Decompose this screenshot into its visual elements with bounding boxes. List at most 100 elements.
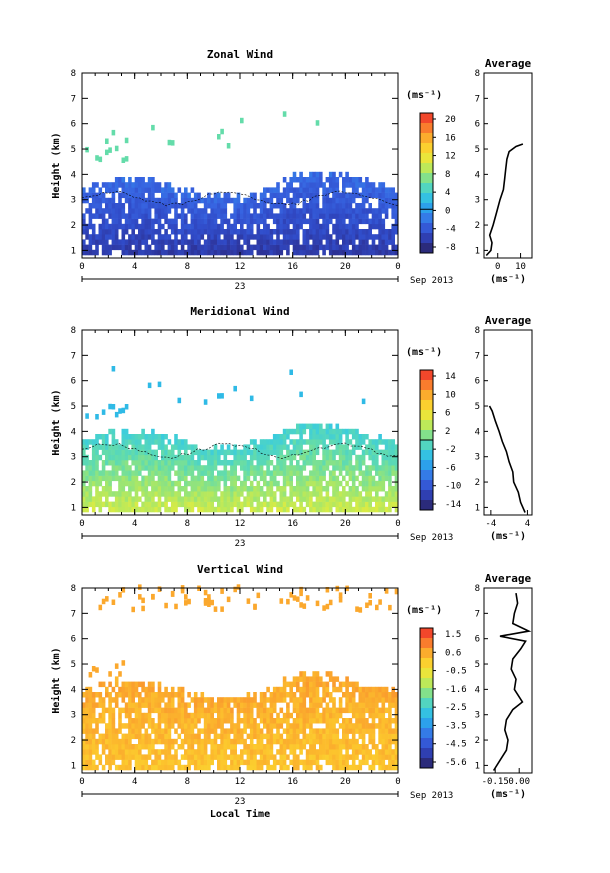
field-cell xyxy=(124,686,129,693)
field-cell xyxy=(141,203,145,209)
field-cell xyxy=(296,249,300,256)
field-cell xyxy=(315,692,320,698)
field-cell xyxy=(384,439,389,445)
field-cell xyxy=(131,728,135,734)
field-cell xyxy=(243,718,247,724)
field-cell xyxy=(332,480,336,487)
x-tick-label: 4 xyxy=(132,519,137,529)
colorbar-tick-label: -4 xyxy=(445,225,456,235)
field-cell xyxy=(151,480,155,487)
field-cell xyxy=(131,213,135,219)
field-cell xyxy=(388,470,392,476)
field-cell xyxy=(276,470,280,476)
field-cell xyxy=(236,712,241,719)
field-cell xyxy=(253,465,257,471)
field-cell xyxy=(88,475,93,482)
field-cell xyxy=(128,187,132,193)
field-cell xyxy=(348,718,353,724)
field-cell xyxy=(302,423,307,430)
field-cell xyxy=(299,439,303,445)
field-cell xyxy=(128,208,132,214)
field-cell xyxy=(263,480,267,487)
field-cell xyxy=(85,764,89,771)
field-cell xyxy=(95,692,99,698)
field-cell xyxy=(325,506,330,513)
field-cell xyxy=(292,213,297,219)
field-cell xyxy=(348,229,353,235)
y-tick-label: 5 xyxy=(71,660,76,670)
field-cell xyxy=(118,506,122,513)
field-cell xyxy=(174,712,178,719)
field-cell xyxy=(266,501,270,508)
field-cell xyxy=(332,187,336,193)
field-cell xyxy=(177,470,182,476)
field-cell xyxy=(157,213,162,219)
field-cell xyxy=(282,754,287,760)
field-cell xyxy=(184,738,188,745)
field-cell xyxy=(101,702,106,708)
field-cell xyxy=(121,733,126,740)
field-cell xyxy=(319,470,323,476)
field-cell xyxy=(217,203,221,209)
field-cell xyxy=(101,501,106,508)
field-cell xyxy=(368,449,372,456)
field-cell xyxy=(309,187,313,193)
field-cell xyxy=(381,697,386,703)
field-cell xyxy=(105,754,109,760)
field-cell xyxy=(131,454,135,461)
field-cell xyxy=(384,738,389,745)
field-cell xyxy=(256,728,261,734)
field-cell xyxy=(108,208,112,214)
field-cell xyxy=(249,723,254,729)
field-cell xyxy=(118,723,122,729)
field-cell xyxy=(319,177,323,183)
field-cell xyxy=(249,449,254,456)
field-cell xyxy=(141,465,145,471)
field-cell xyxy=(105,692,109,698)
field-cell xyxy=(164,754,168,760)
field-cell xyxy=(302,491,307,497)
field-cell xyxy=(220,128,224,135)
field-cell xyxy=(91,480,96,487)
field-cell xyxy=(312,213,316,219)
field-cell xyxy=(157,759,162,766)
field-cell xyxy=(141,605,145,612)
field-cell xyxy=(138,182,142,188)
field-cell xyxy=(292,192,297,199)
field-cell xyxy=(375,223,379,230)
field-cell xyxy=(180,702,185,708)
field-cell xyxy=(299,470,303,476)
field-cell xyxy=(114,229,119,235)
field-cell xyxy=(394,223,399,230)
field-cell xyxy=(151,192,155,199)
field-cell xyxy=(259,460,264,466)
field-cell xyxy=(167,460,172,466)
field-cell xyxy=(249,213,254,219)
field-cell xyxy=(315,182,320,188)
x-tick-label: 12 xyxy=(235,777,246,787)
field-cell xyxy=(276,501,280,508)
field-cell xyxy=(375,470,379,476)
field-cell xyxy=(388,501,392,508)
field-cell xyxy=(147,244,152,251)
colorbar-segment xyxy=(420,213,433,224)
field-cell xyxy=(131,197,135,204)
colorbar-tick-label: -1.6 xyxy=(445,685,467,695)
field-cell xyxy=(114,506,119,513)
field-cell xyxy=(292,171,297,178)
field-cell xyxy=(243,213,247,219)
field-cell xyxy=(348,192,353,199)
field-cell xyxy=(328,506,333,513)
field-cell xyxy=(154,749,158,755)
field-cell xyxy=(361,692,366,698)
field-cell xyxy=(368,208,372,214)
field-cell xyxy=(279,496,284,502)
field-cell xyxy=(190,491,195,497)
field-cell xyxy=(259,506,264,513)
field-cell xyxy=(226,218,231,225)
field-cell xyxy=(114,764,119,771)
field-cell xyxy=(203,589,208,596)
field-cell xyxy=(200,702,205,708)
field-cell xyxy=(184,480,188,487)
field-cell xyxy=(180,208,185,214)
